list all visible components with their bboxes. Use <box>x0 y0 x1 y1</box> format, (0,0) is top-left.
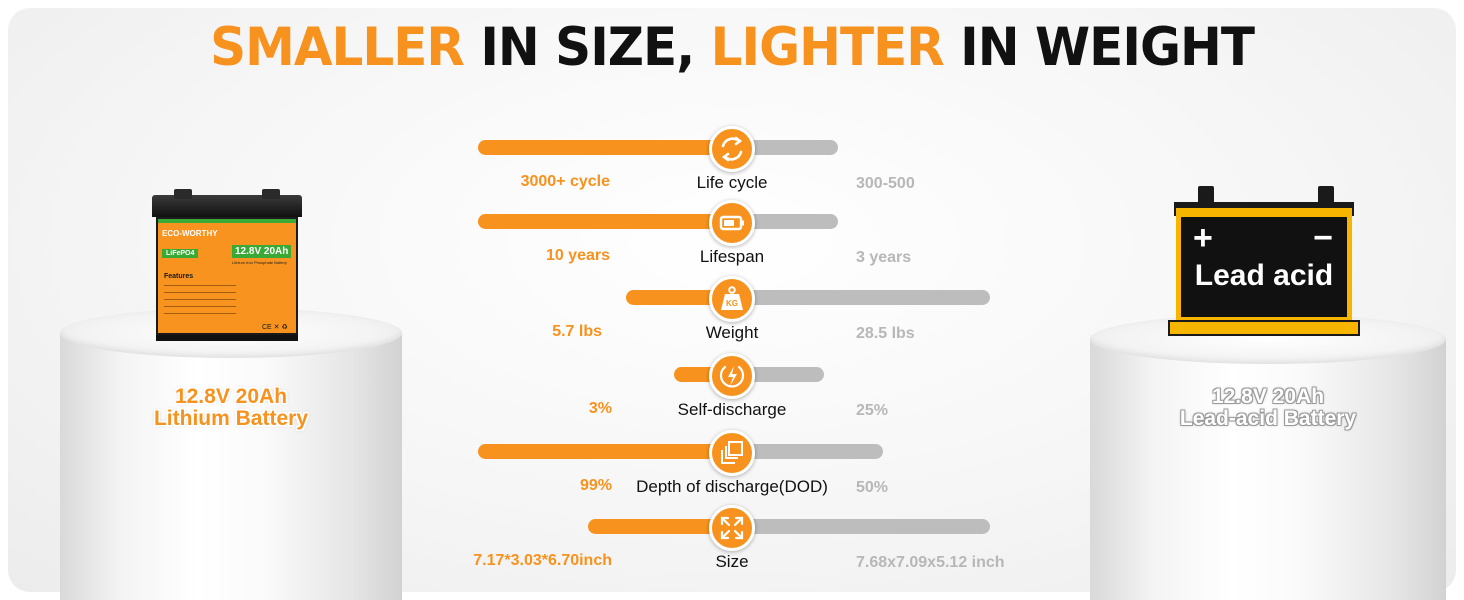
lead-bar <box>730 214 838 229</box>
lead-value: 50% <box>856 479 889 496</box>
battery-features-title: Features <box>164 273 194 280</box>
pedestal-body <box>60 332 402 600</box>
headline-lighter: LIGHTER <box>710 16 945 78</box>
terminal-icon <box>1318 186 1334 204</box>
lithium-value: 99% <box>579 477 612 494</box>
terminal-icon <box>174 189 192 199</box>
lead-value: 28.5 lbs <box>856 325 915 342</box>
lithium-label: 12.8V 20Ah Lithium Battery <box>60 386 402 430</box>
metric-label: Size <box>715 552 749 571</box>
lead-bar <box>730 140 838 155</box>
headline-smaller: SMALLER <box>210 16 465 78</box>
headline: SMALLER IN SIZE, LIGHTER IN WEIGHT <box>0 17 1464 78</box>
lithium-value: 5.7 lbs <box>552 323 602 340</box>
expand-icon <box>709 505 755 551</box>
lithium-bar <box>478 214 738 229</box>
feature-lines <box>164 285 254 320</box>
lithium-value: 7.17*3.03*6.70inch <box>473 552 612 569</box>
lithium-bar <box>478 140 738 155</box>
metric-label: Depth of discharge(DOD) <box>636 477 828 496</box>
comparison-row-life-cycle: 3000+ cycle Life cycle 300-500 <box>0 126 1464 204</box>
lead-value: 7.68x7.09x5.12 inch <box>856 554 1005 571</box>
battery-subspec: Lithium Iron Phosphate Battery <box>232 260 287 265</box>
lead-pedestal: 12.8V 20Ah Lead-acid Battery <box>1090 314 1446 600</box>
lead-value: 3 years <box>856 249 912 266</box>
lead-label-line2: Lead-acid Battery <box>1179 407 1357 430</box>
metric-label: Life cycle <box>696 173 768 192</box>
lithium-pedestal: 12.8V 20Ah Lithium Battery <box>60 308 402 600</box>
battery-body: + − Lead acid <box>1176 208 1352 322</box>
plus-icon: + <box>1193 219 1213 257</box>
pedestal-body <box>1090 338 1446 600</box>
green-strip <box>158 219 296 223</box>
headline-in-weight: IN WEIGHT <box>960 16 1255 78</box>
lithium-bar <box>626 290 736 305</box>
headline-in-size: IN SIZE, <box>480 16 695 78</box>
lead-bar <box>730 444 883 459</box>
weight-icon-text: KG <box>726 299 738 308</box>
minus-icon: − <box>1313 219 1333 257</box>
lightning-icon <box>709 353 755 399</box>
battery-spec: 12.8V 20Ah <box>232 245 292 258</box>
metric-label: Lifespan <box>699 247 765 266</box>
lead-value: 25% <box>856 402 889 419</box>
battery-base <box>1168 320 1360 336</box>
cycle-icon <box>709 126 755 172</box>
comparison-row-self-discharge: 3% Self-discharge 25% <box>0 353 1464 431</box>
lead-label-line1: 12.8V 20Ah <box>1211 385 1325 408</box>
lead-bar <box>730 290 990 305</box>
terminal-icon <box>262 189 280 199</box>
lithium-value: 3000+ cycle <box>520 173 610 190</box>
lithium-label-line1: 12.8V 20Ah <box>174 385 288 408</box>
lithium-label-line2: Lithium Battery <box>153 407 308 430</box>
battery-chemistry: LiFePO4 <box>162 249 199 258</box>
lithium-battery-image: ECO-WORTHY LiFePO4 12.8V 20Ah Lithium Ir… <box>152 189 302 341</box>
lead-acid-battery-image: + − Lead acid <box>1168 186 1360 340</box>
comparison-row-lifespan: 10 years Lifespan 3 years <box>0 200 1464 278</box>
comparison-row-weight: KG 5.7 lbs Weight 28.5 lbs <box>0 276 1464 354</box>
lead-label: 12.8V 20Ah Lead-acid Battery <box>1090 386 1446 430</box>
cert-marks: CE ✕ ♻ <box>262 324 288 331</box>
battery-base <box>156 335 298 341</box>
lithium-value: 3% <box>588 400 612 417</box>
battery-top <box>152 189 302 217</box>
lead-value: 300-500 <box>856 175 915 192</box>
terminal-icon <box>1198 186 1214 204</box>
lithium-bar <box>478 444 738 459</box>
lithium-bar <box>588 519 738 534</box>
lead-acid-text: Lead acid <box>1194 259 1334 292</box>
battery-label-face: ECO-WORTHY LiFePO4 12.8V 20Ah Lithium Ir… <box>156 217 298 335</box>
weight-icon: KG <box>709 276 755 322</box>
metric-label: Self-discharge <box>677 400 787 419</box>
battery-brand: ECO-WORTHY <box>162 229 218 238</box>
lead-bar <box>730 519 990 534</box>
lithium-value: 10 years <box>545 247 610 264</box>
battery-icon <box>709 200 755 246</box>
layers-icon <box>709 430 755 476</box>
comparison-row-size: 7.17*3.03*6.70inch Size 7.68x7.09x5.12 i… <box>0 505 1464 583</box>
comparison-row-depth-of-discharge: 99% Depth of discharge(DOD) 50% <box>0 430 1464 508</box>
metric-label: Weight <box>705 323 759 342</box>
